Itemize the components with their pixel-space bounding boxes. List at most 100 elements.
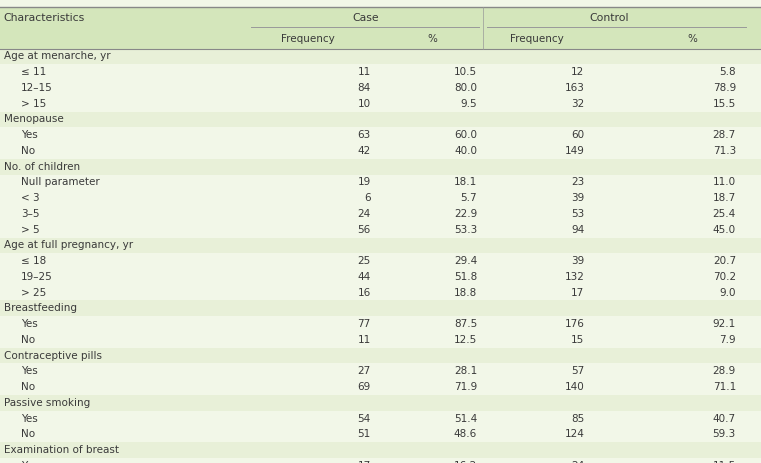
Text: 60: 60 xyxy=(572,130,584,140)
Text: Menopause: Menopause xyxy=(4,114,64,125)
Text: %: % xyxy=(428,34,437,44)
Text: 25: 25 xyxy=(358,256,371,266)
Text: 11.0: 11.0 xyxy=(713,177,736,188)
Text: 124: 124 xyxy=(565,429,584,439)
Text: 9.5: 9.5 xyxy=(460,99,477,109)
Text: 132: 132 xyxy=(565,272,584,282)
Text: 16: 16 xyxy=(358,288,371,298)
Text: 10.5: 10.5 xyxy=(454,67,477,77)
Text: 18.8: 18.8 xyxy=(454,288,477,298)
Text: 163: 163 xyxy=(565,83,584,93)
Text: 60.0: 60.0 xyxy=(454,130,477,140)
Bar xyxy=(0,253,761,269)
Text: ≤ 18: ≤ 18 xyxy=(21,256,46,266)
Text: 69: 69 xyxy=(358,382,371,392)
Bar xyxy=(0,7,761,29)
Text: 22.9: 22.9 xyxy=(454,209,477,219)
Text: Frequency: Frequency xyxy=(282,34,335,44)
Text: 32: 32 xyxy=(572,99,584,109)
Text: 11.5: 11.5 xyxy=(712,461,736,463)
Text: 24: 24 xyxy=(572,461,584,463)
Text: 71.3: 71.3 xyxy=(712,146,736,156)
Text: 16.2: 16.2 xyxy=(454,461,477,463)
Bar xyxy=(0,206,761,222)
Text: 25.4: 25.4 xyxy=(712,209,736,219)
Text: 11: 11 xyxy=(358,335,371,345)
Bar xyxy=(0,112,761,127)
Text: ≤ 11: ≤ 11 xyxy=(21,67,46,77)
Text: 140: 140 xyxy=(565,382,584,392)
Text: Characteristics: Characteristics xyxy=(4,13,85,23)
Text: 17: 17 xyxy=(358,461,371,463)
Bar xyxy=(0,458,761,463)
Bar xyxy=(0,300,761,316)
Bar xyxy=(0,348,761,363)
Text: 80.0: 80.0 xyxy=(454,83,477,93)
Bar xyxy=(0,80,761,96)
Bar xyxy=(0,316,761,332)
Text: 149: 149 xyxy=(565,146,584,156)
Bar xyxy=(0,64,761,80)
Text: 19: 19 xyxy=(358,177,371,188)
Text: 71.9: 71.9 xyxy=(454,382,477,392)
Text: Frequency: Frequency xyxy=(510,34,563,44)
Text: 51: 51 xyxy=(358,429,371,439)
Bar xyxy=(0,411,761,426)
Text: %: % xyxy=(688,34,697,44)
Text: 40.0: 40.0 xyxy=(454,146,477,156)
Text: 18.7: 18.7 xyxy=(712,193,736,203)
Text: 10: 10 xyxy=(358,99,371,109)
Text: 12–15: 12–15 xyxy=(21,83,53,93)
Text: > 25: > 25 xyxy=(21,288,46,298)
Text: Control: Control xyxy=(589,13,629,23)
Text: 17: 17 xyxy=(572,288,584,298)
Bar xyxy=(0,159,761,175)
Text: Age at menarche, yr: Age at menarche, yr xyxy=(4,51,110,62)
Text: 24: 24 xyxy=(358,209,371,219)
Text: 85: 85 xyxy=(572,413,584,424)
Text: 92.1: 92.1 xyxy=(712,319,736,329)
Text: Passive smoking: Passive smoking xyxy=(4,398,90,408)
Text: 78.9: 78.9 xyxy=(712,83,736,93)
Text: 11: 11 xyxy=(358,67,371,77)
Bar xyxy=(0,29,761,49)
Text: 39: 39 xyxy=(572,193,584,203)
Text: 9.0: 9.0 xyxy=(719,288,736,298)
Text: 94: 94 xyxy=(572,225,584,235)
Text: 6: 6 xyxy=(364,193,371,203)
Text: Yes: Yes xyxy=(21,461,38,463)
Text: 54: 54 xyxy=(358,413,371,424)
Text: 12.5: 12.5 xyxy=(454,335,477,345)
Text: 12: 12 xyxy=(572,67,584,77)
Text: 20.7: 20.7 xyxy=(713,256,736,266)
Text: 15.5: 15.5 xyxy=(712,99,736,109)
Text: Null parameter: Null parameter xyxy=(21,177,100,188)
Text: No: No xyxy=(21,335,36,345)
Text: 7.9: 7.9 xyxy=(719,335,736,345)
Text: 18.1: 18.1 xyxy=(454,177,477,188)
Text: 53.3: 53.3 xyxy=(454,225,477,235)
Bar xyxy=(0,395,761,411)
Text: 84: 84 xyxy=(358,83,371,93)
Text: 56: 56 xyxy=(358,225,371,235)
Text: 87.5: 87.5 xyxy=(454,319,477,329)
Text: Age at full pregnancy, yr: Age at full pregnancy, yr xyxy=(4,240,133,250)
Text: Yes: Yes xyxy=(21,413,38,424)
Text: No: No xyxy=(21,429,36,439)
Text: Yes: Yes xyxy=(21,130,38,140)
Bar xyxy=(0,442,761,458)
Text: 59.3: 59.3 xyxy=(712,429,736,439)
Text: Yes: Yes xyxy=(21,319,38,329)
Text: 5.7: 5.7 xyxy=(460,193,477,203)
Text: 51.8: 51.8 xyxy=(454,272,477,282)
Text: No: No xyxy=(21,146,36,156)
Text: Yes: Yes xyxy=(21,366,38,376)
Text: 23: 23 xyxy=(572,177,584,188)
Bar xyxy=(0,285,761,300)
Text: No: No xyxy=(21,382,36,392)
Bar xyxy=(0,127,761,143)
Text: 5.8: 5.8 xyxy=(719,67,736,77)
Text: 39: 39 xyxy=(572,256,584,266)
Text: 53: 53 xyxy=(572,209,584,219)
Text: > 5: > 5 xyxy=(21,225,40,235)
